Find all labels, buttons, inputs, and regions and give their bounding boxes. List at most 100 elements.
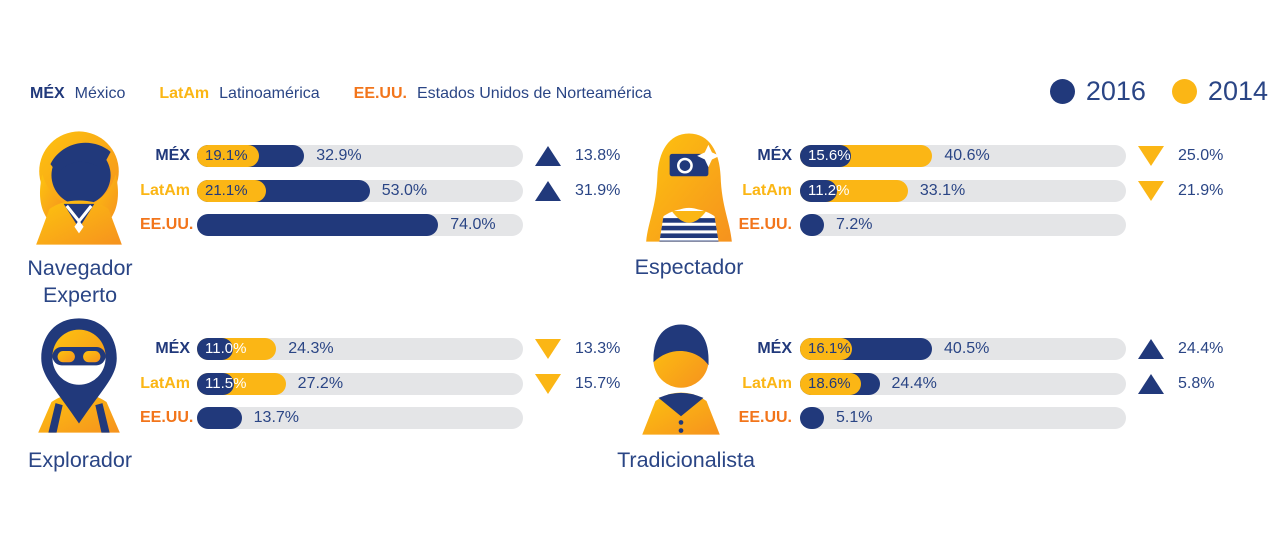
bar-2016 xyxy=(800,407,824,429)
bar-row-latam: LatAm 27.2% 11.5% 15.7% xyxy=(140,372,647,395)
bar-2014: 16.1% xyxy=(800,338,853,360)
bar-row-mex: MÉX 24.3% 11.0% 13.3% xyxy=(140,338,647,360)
bar-track: 74.0% xyxy=(197,214,523,236)
change-value: 5.8% xyxy=(1178,374,1215,392)
region-label: MÉX xyxy=(757,147,792,164)
change-indicator: 13.8% xyxy=(535,146,647,166)
trend-down-icon xyxy=(1138,180,1164,201)
persona-title-espectador: Espectador xyxy=(634,255,744,279)
bar-track: 24.4% 18.6% xyxy=(800,372,1126,395)
persona-title-explorador: Explorador xyxy=(28,448,132,472)
bar-track: 33.1% 11.2% xyxy=(800,179,1126,202)
bar-value-2016: 32.9% xyxy=(316,147,362,164)
year-2016-dot-icon xyxy=(1049,79,1075,104)
bar-value-2016: 40.5% xyxy=(944,340,990,357)
bar-value-2014: 40.6% xyxy=(944,147,990,164)
bar-2016: 11.5% xyxy=(197,372,246,395)
spectator-icon xyxy=(646,133,732,242)
bar-value-2014: 16.1% xyxy=(808,340,851,357)
legend-abbr-latam: LatAm xyxy=(159,85,210,102)
bar-row-eeuu: EE.UU. 13.7% xyxy=(140,407,647,429)
trend-down-icon xyxy=(535,373,561,394)
region-label: LatAm xyxy=(742,374,792,392)
region-label: MÉX xyxy=(155,340,190,357)
bar-value-2014: 19.1% xyxy=(205,147,248,164)
persona-title-navegador-experto: Navegador Experto xyxy=(27,256,133,307)
bar-value-2014: 24.3% xyxy=(288,340,334,357)
change-value: 13.3% xyxy=(575,340,621,357)
bar-track: 5.1% xyxy=(800,407,1126,429)
legend-abbr-mex: MÉX xyxy=(30,85,65,102)
bar-group-navegador-experto: MÉX 32.9% 19.1% 13.8% LatAm 53.0% 21.1% 31.9% EE… xyxy=(140,145,647,249)
bar-track: 40.5% 16.1% xyxy=(800,338,1126,360)
region-label: EE.UU. xyxy=(140,216,194,233)
expert-navigator-icon xyxy=(36,131,122,245)
bar-row-mex: MÉX 40.5% 16.1% 24.4% xyxy=(735,338,1250,360)
change-value: 24.4% xyxy=(1178,340,1224,357)
traditionalist-icon xyxy=(642,324,720,435)
trend-down-icon xyxy=(535,339,561,359)
bar-value-2014: 33.1% xyxy=(919,181,966,199)
legend-name-latinoamerica: Latinoamérica xyxy=(219,85,320,102)
change-indicator: 5.8% xyxy=(1138,373,1250,394)
bar-value-2016: 13.7% xyxy=(253,409,300,426)
bar-group-tradicionalista: MÉX 40.5% 16.1% 24.4% LatAm 24.4% 18.6% 5.8% EE.… xyxy=(735,338,1250,442)
change-indicator: 13.3% xyxy=(535,339,647,359)
year-2014-label: 2014 xyxy=(1207,76,1268,106)
bar-row-eeuu: EE.UU. 74.0% xyxy=(140,214,647,236)
bar-2016: 11.2% xyxy=(800,179,849,202)
change-value: 31.9% xyxy=(575,181,621,199)
bar-row-mex: MÉX 40.6% 15.6% 25.0% xyxy=(735,145,1250,167)
bar-value-2014: 27.2% xyxy=(297,374,344,392)
bar-value-2016: 11.2% xyxy=(808,181,850,199)
change-indicator: 25.0% xyxy=(1138,146,1250,166)
bar-2014: 21.1% xyxy=(197,179,266,202)
bar-row-eeuu: EE.UU. 7.2% xyxy=(735,214,1250,236)
region-legend: MÉX México LatAm Latinoamérica EE.UU. Es… xyxy=(30,85,686,103)
bar-row-eeuu: EE.UU. 5.1% xyxy=(735,407,1250,429)
trend-up-icon xyxy=(535,180,561,201)
bar-row-latam: LatAm 24.4% 18.6% 5.8% xyxy=(735,372,1250,395)
bar-value-2016: 7.2% xyxy=(836,216,873,233)
bar-value-2016: 11.5% xyxy=(205,374,247,392)
bar-track: 13.7% xyxy=(197,407,523,429)
bar-track: 32.9% 19.1% xyxy=(197,145,523,167)
bar-2016 xyxy=(197,214,439,236)
bar-value-2016: 11.0% xyxy=(205,340,247,357)
bar-track: 24.3% 11.0% xyxy=(197,338,523,360)
trend-up-icon xyxy=(535,146,561,166)
bar-track: 40.6% 15.6% xyxy=(800,145,1126,167)
change-value: 21.9% xyxy=(1178,181,1224,199)
bar-2016 xyxy=(800,214,824,236)
bar-value-2016: 24.4% xyxy=(891,374,937,392)
bar-2016: 11.0% xyxy=(197,338,246,360)
change-value: 25.0% xyxy=(1178,147,1224,164)
region-label: EE.UU. xyxy=(738,409,792,426)
bar-row-mex: MÉX 32.9% 19.1% 13.8% xyxy=(140,145,647,167)
region-label: LatAm xyxy=(140,181,190,199)
bar-2016: 15.6% xyxy=(800,145,851,167)
bar-2014: 19.1% xyxy=(197,145,260,167)
bar-track: 27.2% 11.5% xyxy=(197,372,523,395)
legend-name-eeuu: Estados Unidos de Norteamérica xyxy=(416,85,652,102)
change-indicator: 24.4% xyxy=(1138,339,1250,359)
region-label: MÉX xyxy=(155,147,190,164)
change-indicator: 21.9% xyxy=(1138,180,1250,201)
year-2014-dot-icon xyxy=(1171,79,1197,104)
bar-value-2016: 15.6% xyxy=(808,147,851,164)
region-label: MÉX xyxy=(757,340,792,357)
trend-up-icon xyxy=(1138,373,1164,394)
bar-track: 53.0% 21.1% xyxy=(197,179,523,202)
change-indicator: 31.9% xyxy=(535,180,647,201)
bar-value-2014: 21.1% xyxy=(205,181,248,199)
region-label: LatAm xyxy=(742,181,792,199)
bar-value-2014: 18.6% xyxy=(808,374,851,392)
bar-track: 7.2% xyxy=(800,214,1126,236)
region-label: EE.UU. xyxy=(738,216,792,233)
persona-title-tradicionalista: Tradicionalista xyxy=(617,448,755,472)
explorer-icon xyxy=(38,318,120,433)
year-legend: 2016 2014 xyxy=(1049,76,1268,107)
bar-group-espectador: MÉX 40.6% 15.6% 25.0% LatAm 33.1% 11.2% 21.9% EE… xyxy=(735,145,1250,249)
bar-2016 xyxy=(197,407,242,429)
